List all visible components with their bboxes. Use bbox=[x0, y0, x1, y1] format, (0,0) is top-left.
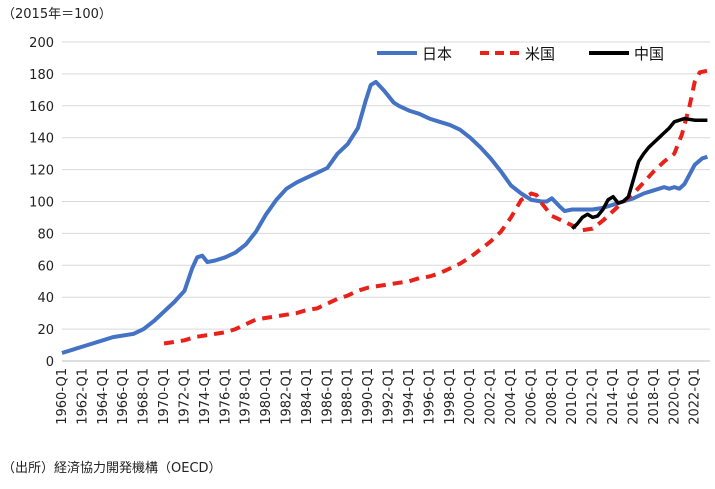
x-tick-label: 1972-Q1 bbox=[177, 368, 192, 425]
x-tick-label: 1992-Q1 bbox=[382, 368, 397, 425]
gridlines bbox=[62, 41, 710, 362]
y-tick-label: 200 bbox=[29, 36, 54, 51]
x-tick-label: 2004-Q1 bbox=[504, 368, 519, 425]
y-tick-label: 0 bbox=[46, 355, 54, 370]
y-tick-label: 120 bbox=[29, 164, 54, 179]
legend-label-2: 中国 bbox=[634, 45, 664, 63]
series-line-2 bbox=[571, 116, 708, 230]
x-tick-label: 1968-Q1 bbox=[137, 368, 152, 425]
unit-note: （2015年＝100） bbox=[2, 7, 112, 22]
x-tick-label: 1976-Q1 bbox=[218, 368, 233, 425]
x-tick-label: 1978-Q1 bbox=[239, 368, 254, 425]
x-tick-label: 1982-Q1 bbox=[280, 368, 295, 425]
y-tick-label: 80 bbox=[37, 227, 54, 242]
y-tick-label: 160 bbox=[29, 100, 54, 115]
legend-label-1: 米国 bbox=[525, 45, 555, 63]
x-tick-label: 2020-Q1 bbox=[667, 368, 682, 425]
x-tick-label: 1962-Q1 bbox=[75, 368, 90, 425]
x-tick-label: 1964-Q1 bbox=[96, 368, 111, 425]
x-tick-label: 1974-Q1 bbox=[198, 368, 213, 425]
x-tick-label: 2008-Q1 bbox=[545, 368, 560, 425]
y-tick-label: 40 bbox=[37, 291, 54, 306]
series-lines bbox=[61, 68, 708, 355]
x-tick-label: 2016-Q1 bbox=[626, 368, 641, 425]
x-tick-label: 1996-Q1 bbox=[422, 368, 437, 425]
x-tick-label: 2002-Q1 bbox=[484, 368, 499, 425]
series-line-1 bbox=[163, 68, 708, 346]
series-line-0 bbox=[61, 79, 708, 355]
x-tick-label: 1960-Q1 bbox=[55, 368, 70, 425]
x-tick-label: 2014-Q1 bbox=[606, 368, 621, 425]
x-tick-label: 1966-Q1 bbox=[116, 368, 131, 425]
x-tick-label: 2010-Q1 bbox=[565, 368, 580, 425]
source-note: （出所）経済協力開発機構（OECD） bbox=[2, 460, 222, 476]
x-tick-label: 2022-Q1 bbox=[688, 368, 703, 425]
y-tick-label: 100 bbox=[29, 196, 54, 211]
x-tick-label: 1980-Q1 bbox=[259, 368, 274, 425]
y-tick-label: 20 bbox=[37, 323, 54, 338]
x-tick-label: 2012-Q1 bbox=[586, 368, 601, 425]
x-tick-label: 1990-Q1 bbox=[361, 368, 376, 425]
x-tick-label: 1986-Q1 bbox=[320, 368, 335, 425]
x-tick-label: 2006-Q1 bbox=[524, 368, 539, 425]
legend-label-0: 日本 bbox=[422, 45, 452, 63]
x-axis: 1960-Q1 1962-Q1 1964-Q1 1966-Q1 1968-Q1 1970-… bbox=[55, 368, 703, 425]
x-tick-label: 1970-Q1 bbox=[157, 368, 172, 425]
x-tick-label: 1994-Q1 bbox=[402, 368, 417, 425]
y-tick-label: 60 bbox=[37, 259, 54, 274]
y-tick-label: 140 bbox=[29, 132, 54, 147]
x-tick-label: 1988-Q1 bbox=[341, 368, 356, 425]
x-tick-label: 2018-Q1 bbox=[647, 368, 662, 425]
y-axis: 0 20 40 60 80 100 120 140 160 180 200 bbox=[29, 36, 54, 370]
x-tick-label: 1998-Q1 bbox=[443, 368, 458, 425]
y-tick-label: 180 bbox=[29, 68, 54, 83]
x-tick-label: 1984-Q1 bbox=[300, 368, 315, 425]
legend: 日本 米国 中国 bbox=[377, 45, 664, 63]
x-tick-label: 2000-Q1 bbox=[463, 368, 478, 425]
